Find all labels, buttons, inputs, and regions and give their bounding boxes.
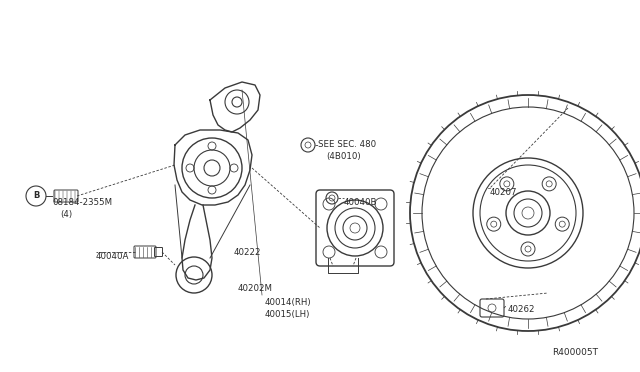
Text: (4): (4)	[60, 210, 72, 219]
Text: 40222: 40222	[234, 248, 262, 257]
Text: 40040A: 40040A	[96, 252, 129, 261]
Text: 40014(RH): 40014(RH)	[265, 298, 312, 307]
Text: (4B010): (4B010)	[326, 152, 360, 161]
Text: 40202M: 40202M	[238, 284, 273, 293]
Text: 08184-2355M: 08184-2355M	[52, 198, 112, 207]
Text: 40015(LH): 40015(LH)	[265, 310, 310, 319]
Text: 40207: 40207	[490, 188, 518, 197]
Text: SEE SEC. 480: SEE SEC. 480	[318, 140, 376, 149]
Text: B: B	[33, 192, 39, 201]
Text: 40262: 40262	[508, 305, 536, 314]
Text: 40040B: 40040B	[344, 198, 378, 207]
Text: R400005T: R400005T	[552, 348, 598, 357]
